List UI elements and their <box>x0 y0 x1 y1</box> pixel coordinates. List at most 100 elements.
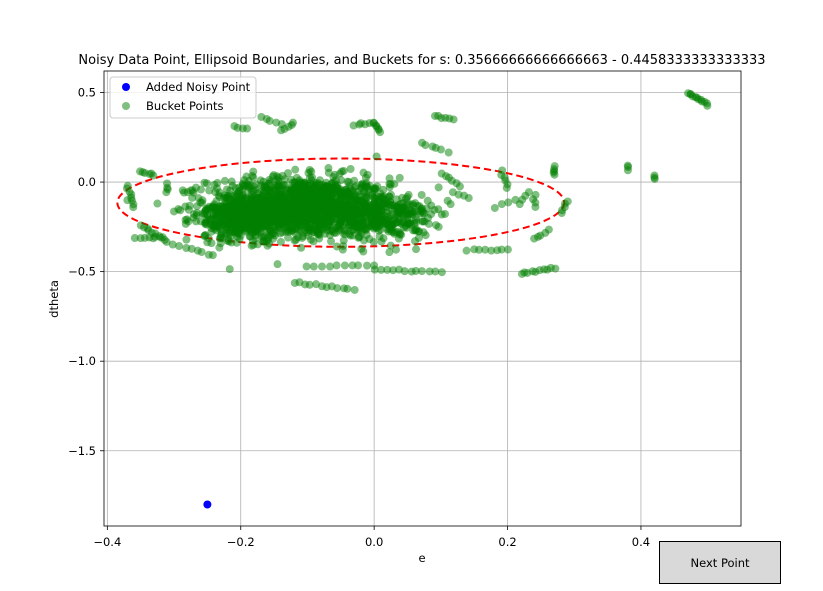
bucket-point <box>341 226 350 235</box>
bucket-point <box>703 101 712 110</box>
bucket-point <box>348 218 357 227</box>
bucket-point <box>339 191 348 200</box>
bucket-point <box>354 261 363 270</box>
bucket-point <box>440 210 449 219</box>
bucket-point <box>434 183 443 192</box>
bucket-point <box>327 237 336 246</box>
legend-marker-noisy-point <box>122 83 130 91</box>
bucket-point <box>385 179 394 188</box>
bucket-point <box>251 185 260 194</box>
bucket-point <box>372 152 381 161</box>
bucket-point <box>129 203 138 212</box>
bucket-point <box>339 236 348 245</box>
bucket-point <box>222 229 231 238</box>
bucket-point <box>386 241 395 250</box>
next-point-button[interactable]: Next Point <box>659 541 781 584</box>
bucket-point <box>420 217 429 226</box>
bucket-point <box>130 234 139 243</box>
bucket-point <box>362 194 371 203</box>
bucket-point <box>475 245 484 254</box>
noisy-point <box>203 500 212 509</box>
bucket-point <box>149 171 158 180</box>
bucket-point <box>233 223 242 232</box>
bucket-point <box>290 195 299 204</box>
bucket-point <box>226 186 235 195</box>
bucket-point <box>382 198 391 207</box>
bucket-point <box>202 179 211 188</box>
bucket-point <box>254 210 263 219</box>
bucket-point <box>197 248 206 257</box>
bucket-point <box>464 194 473 203</box>
bucket-point <box>348 261 357 270</box>
bucket-point <box>242 204 251 213</box>
bucket-point <box>162 237 171 246</box>
bucket-point <box>249 240 258 249</box>
bucket-point <box>316 186 325 195</box>
bucket-point <box>239 224 248 233</box>
bucket-point <box>175 242 184 251</box>
bucket-point <box>297 243 306 252</box>
bucket-point <box>390 204 399 213</box>
bucket-point <box>563 197 572 206</box>
bucket-point <box>309 262 318 271</box>
bucket-point <box>222 199 231 208</box>
legend-marker-bucket-points <box>122 102 130 110</box>
bucket-point <box>333 284 342 293</box>
bucket-point <box>240 213 249 222</box>
bucket-point <box>368 200 377 209</box>
legend-box <box>109 76 257 119</box>
bucket-point <box>417 190 426 199</box>
bucket-point <box>294 188 303 197</box>
bucket-point <box>243 124 252 133</box>
x-tick-label: 0.0 <box>365 535 383 549</box>
bucket-point <box>208 251 217 260</box>
chart-title: Noisy Data Point, Ellipsoid Boundaries, … <box>78 53 765 68</box>
bucket-point <box>487 246 496 255</box>
bucket-point <box>276 237 285 246</box>
bucket-point <box>427 210 436 219</box>
bucket-point <box>322 178 331 187</box>
bucket-point <box>291 165 300 174</box>
y-tick-label: −1.0 <box>68 354 96 368</box>
bucket-point <box>309 237 318 246</box>
bucket-point <box>225 220 234 229</box>
bucket-point <box>227 238 236 247</box>
bucket-point <box>280 175 289 184</box>
x-tick-label: −0.2 <box>227 535 255 549</box>
bucket-point <box>271 190 280 199</box>
bucket-point <box>376 128 385 137</box>
bucket-point <box>400 223 409 232</box>
bucket-point <box>503 245 512 254</box>
y-tick-label: −1.5 <box>68 444 96 458</box>
bucket-point <box>356 205 365 214</box>
bucket-point <box>497 200 506 209</box>
bucket-point <box>212 184 221 193</box>
bucket-point <box>449 115 458 124</box>
bucket-point <box>410 219 419 228</box>
bucket-point <box>434 222 443 231</box>
x-axis-label: e <box>418 551 425 565</box>
bucket-point <box>411 266 420 275</box>
bucket-point <box>446 200 455 209</box>
legend: Added Noisy Point Bucket Points <box>109 76 257 119</box>
legend-label-noisy-point: Added Noisy Point <box>146 80 251 94</box>
bucket-point <box>266 199 275 208</box>
bucket-point <box>365 207 374 216</box>
bucket-point <box>389 266 398 275</box>
bucket-point <box>211 209 220 218</box>
y-axis-label: dtheta <box>47 280 61 318</box>
bucket-point <box>332 223 341 232</box>
bucket-point <box>283 169 292 178</box>
bucket-point <box>288 118 297 127</box>
bucket-point <box>289 218 298 227</box>
y-tick-label: −0.5 <box>68 265 96 279</box>
bucket-point <box>332 183 341 192</box>
bucket-point <box>502 183 511 192</box>
bucket-point <box>400 267 409 276</box>
bucket-point <box>287 185 296 194</box>
x-tick-label: 0.4 <box>632 535 650 549</box>
bucket-point <box>303 181 312 190</box>
bucket-point <box>343 284 352 293</box>
bucket-point <box>369 237 378 246</box>
